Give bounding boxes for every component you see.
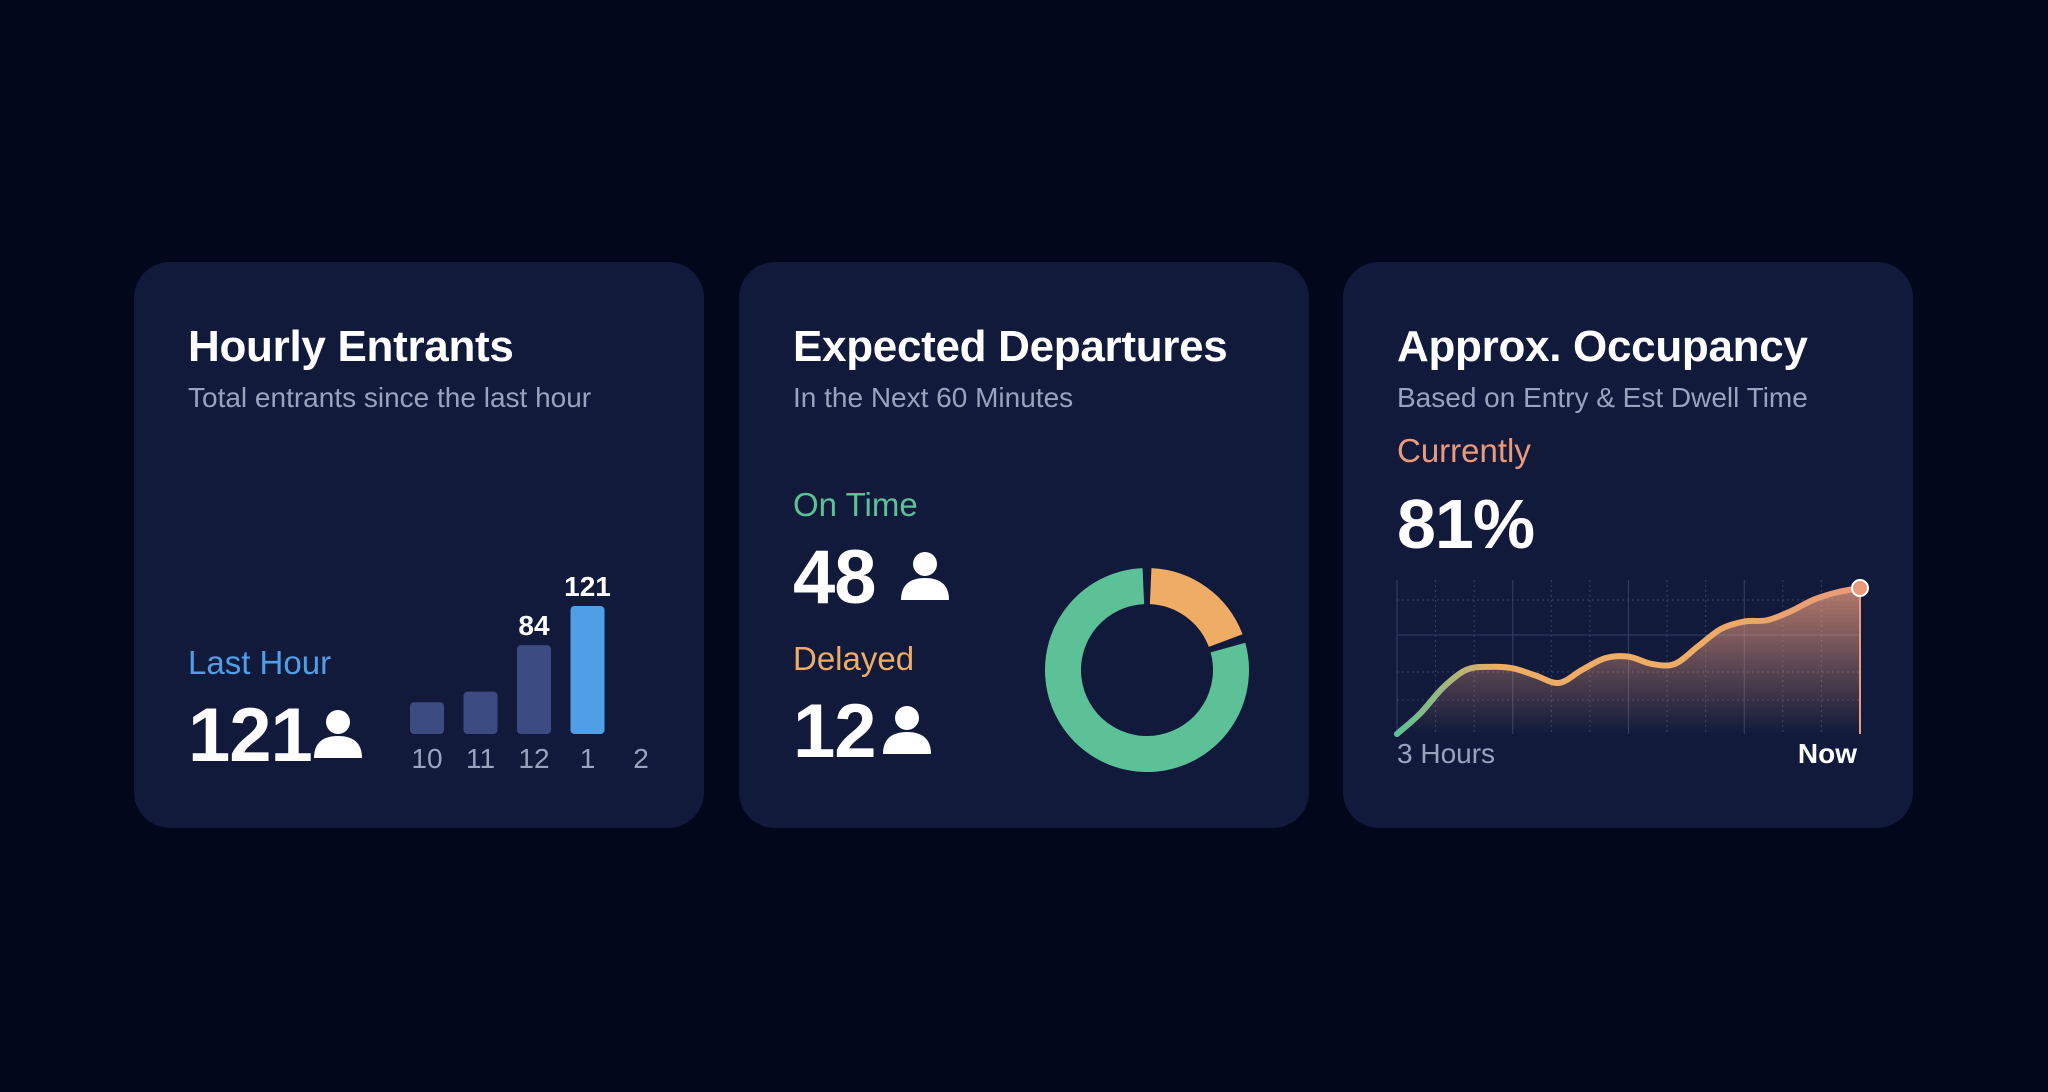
last-hour-value: 121 bbox=[188, 693, 313, 778]
x-axis-end-label: Now bbox=[1797, 738, 1857, 769]
card-title: Expected Departures bbox=[793, 322, 1228, 371]
current-occupancy-value: 81% bbox=[1397, 485, 1535, 563]
departures-donut-chart bbox=[1045, 568, 1249, 772]
on-time-value: 48 bbox=[793, 535, 877, 620]
x-tick-label: 12 bbox=[518, 743, 549, 774]
x-tick-label: 11 bbox=[466, 743, 495, 774]
person-icon bbox=[901, 552, 949, 600]
expected-departures-card: Expected Departures In the Next 60 Minut… bbox=[739, 262, 1309, 828]
x-tick-label: 2 bbox=[633, 743, 649, 774]
x-tick-label: 10 bbox=[411, 743, 442, 774]
card-title: Approx. Occupancy bbox=[1397, 322, 1808, 371]
bar-data-label: 84 bbox=[518, 610, 550, 641]
person-icon bbox=[883, 706, 931, 754]
card-subtitle: Total entrants since the last hour bbox=[188, 382, 592, 413]
delayed-label: Delayed bbox=[793, 640, 915, 677]
card-subtitle: In the Next 60 Minutes bbox=[793, 382, 1074, 413]
bar-11 bbox=[463, 691, 498, 734]
person-icon bbox=[314, 710, 362, 758]
x-tick-label: 1 bbox=[580, 743, 596, 774]
approx-occupancy-card: Approx. Occupancy Based on Entry & Est D… bbox=[1343, 262, 1913, 828]
occupancy-line bbox=[1394, 585, 1863, 737]
card-subtitle: Based on Entry & Est Dwell Time bbox=[1397, 382, 1808, 413]
bar-10 bbox=[410, 702, 444, 734]
current-point-marker bbox=[1851, 579, 1869, 597]
bar-12 bbox=[517, 645, 551, 734]
x-axis-start-label: 3 Hours bbox=[1397, 738, 1496, 769]
card-title: Hourly Entrants bbox=[188, 322, 514, 371]
hourly-entrants-card: Hourly Entrants Total entrants since the… bbox=[134, 262, 704, 828]
bar-1 bbox=[570, 606, 605, 734]
occupancy-area-chart bbox=[1394, 579, 1869, 737]
bar-data-label: 121 bbox=[564, 571, 611, 602]
donut-slice-delayed bbox=[1149, 568, 1243, 648]
donut-slice-on-time bbox=[1045, 568, 1249, 772]
on-time-label: On Time bbox=[793, 486, 918, 523]
currently-label: Currently bbox=[1397, 432, 1531, 469]
delayed-value: 12 bbox=[793, 689, 877, 774]
last-hour-label: Last Hour bbox=[188, 644, 332, 681]
